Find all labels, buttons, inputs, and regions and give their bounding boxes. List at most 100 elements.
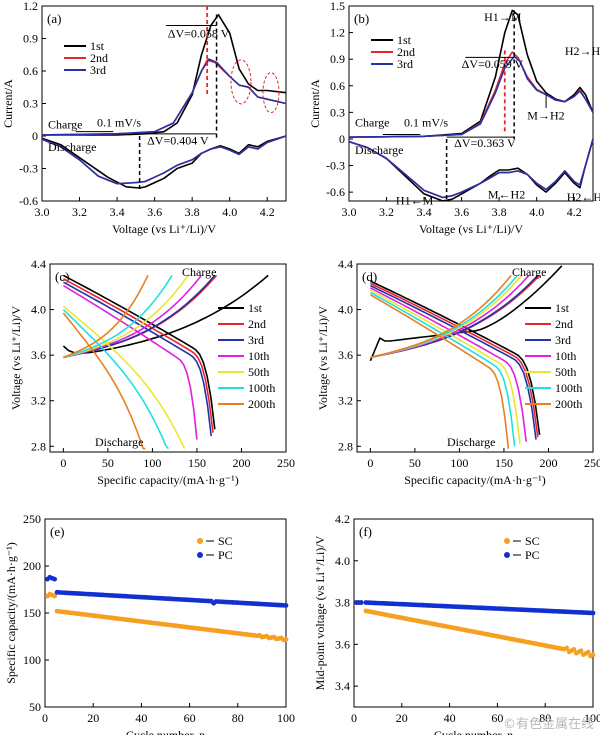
legend-marker-SC	[197, 538, 203, 544]
y-tick-label: 150	[23, 606, 41, 620]
y-tick-label: 2.8	[31, 439, 46, 453]
x-tick-label: 250	[584, 456, 600, 470]
y-tick-label: 1.2	[23, 0, 38, 13]
y-axis-label: Voltage (vs Li⁺/Li)/V	[9, 306, 23, 410]
legend-label: 10th	[248, 349, 269, 363]
plot-frame-c	[49, 263, 287, 453]
legend-label: 2nd	[555, 317, 573, 331]
x-axis-label: Voltage (vs Li⁺/Li)/V	[419, 222, 523, 236]
panel-label: (e)	[50, 524, 64, 539]
data-point-PC	[52, 576, 58, 582]
data-point-SC	[283, 636, 289, 642]
legend-marker-SC	[504, 538, 510, 544]
x-tick-label: 40	[444, 711, 456, 725]
cv-curve-1st	[348, 9, 594, 138]
legend-label: 3rd	[90, 63, 106, 77]
discharge-curve-1st	[370, 280, 541, 436]
y-tick-label: 4.2	[335, 512, 350, 526]
annotation-h1-m-reverse: H1←M	[396, 194, 434, 208]
annotation-charge: Charge	[355, 116, 389, 130]
y-tick-label: 4.0	[335, 554, 350, 568]
x-tick-label: 0	[351, 711, 357, 725]
x-tick-label: 3.0	[342, 205, 357, 219]
legend-label: 200th	[248, 397, 275, 411]
data-point-SC	[585, 649, 591, 655]
x-tick-label: 0	[60, 456, 66, 470]
discharge-curve-3rd	[63, 281, 212, 437]
x-tick-label: 4.2	[260, 205, 275, 219]
y-tick-label: 2.8	[338, 439, 353, 453]
cv-curve-3rd-discharge	[41, 135, 287, 185]
legend-label: SC	[525, 534, 540, 548]
plot-frame-d	[356, 263, 594, 453]
annotation-charge: Charge	[182, 265, 216, 279]
legend-label: 1st	[90, 39, 105, 53]
y-axis-label: Voltage (vs Li⁺/Li)/V	[316, 306, 330, 410]
legend-label: 1st	[555, 301, 570, 315]
y-tick-label: 4.4	[338, 257, 353, 271]
x-tick-label: 100	[143, 456, 161, 470]
y-tick-label: -0.6	[326, 185, 345, 199]
y-tick-label: 1.5	[330, 0, 345, 13]
annotation-delta-v-charge: ΔV=0.058 V	[168, 26, 230, 40]
x-axis-label: Cycle number, n	[434, 728, 513, 735]
legend-label: 2nd	[397, 45, 415, 59]
annotation-scan-rate: 0.1 mV/s	[97, 115, 141, 129]
legend-label: 2nd	[248, 317, 266, 331]
annotation-m-h2-reverse: M←H2	[488, 187, 525, 201]
panel-label: (f)	[359, 524, 372, 539]
cv-curve-1st-discharge	[348, 138, 594, 202]
x-tick-label: 150	[495, 456, 513, 470]
x-tick-label: 4.2	[567, 205, 582, 219]
y-tick-label: 0.3	[23, 97, 38, 111]
y-axis-label: Current/A	[308, 79, 322, 128]
y-tick-label: 0.3	[330, 105, 345, 119]
x-tick-label: 4.0	[222, 205, 237, 219]
y-axis-label: Current/A	[1, 79, 15, 128]
annotation-h2-h3: H2→H3	[565, 44, 600, 58]
y-tick-label: 3.6	[31, 348, 46, 362]
x-tick-label: 4.0	[529, 205, 544, 219]
data-point-PC	[283, 603, 289, 608]
y-tick-label: -0.6	[19, 194, 38, 208]
x-tick-label: 80	[539, 711, 551, 725]
x-tick-label: 50	[102, 456, 114, 470]
x-tick-label: 3.4	[110, 205, 125, 219]
data-point-SC	[571, 647, 577, 652]
x-tick-label: 3.6	[147, 205, 162, 219]
x-tick-label: 3.4	[417, 205, 432, 219]
x-axis-label: Cycle number, n	[126, 728, 205, 735]
y-tick-label: 0.6	[330, 79, 345, 93]
y-tick-label: 0.9	[23, 32, 38, 46]
x-axis-label: Specific capacity/(mA·h·g⁻¹)	[97, 473, 239, 487]
discharge-curve-200th	[369, 294, 510, 449]
x-tick-label: 250	[277, 456, 295, 470]
x-tick-label: 20	[87, 711, 99, 725]
charge-curve-200th	[63, 275, 149, 359]
y-axis-label: Specific capacity/(mA·h·g⁻¹)	[4, 542, 18, 684]
x-tick-label: 100	[450, 456, 468, 470]
charge-curve-50th	[63, 274, 189, 359]
legend-label: 100th	[248, 381, 275, 395]
watermark-text: ©有色金属在线	[502, 717, 594, 732]
x-tick-label: 0	[367, 456, 373, 470]
legend-label: 200th	[555, 397, 582, 411]
discharge-curve-100th	[62, 309, 170, 450]
x-tick-label: 3.6	[454, 205, 469, 219]
y-tick-label: -0.3	[19, 162, 38, 176]
cv-curve-3rd	[41, 58, 287, 136]
x-tick-label: 3.2	[379, 205, 394, 219]
x-tick-label: 3.2	[72, 205, 87, 219]
x-tick-label: 3.0	[35, 205, 50, 219]
highlight-ellipse	[262, 72, 280, 114]
annotation-discharge: Discharge	[355, 143, 403, 157]
annotation-discharge: Discharge	[48, 140, 96, 154]
discharge-curve-200th	[62, 312, 146, 450]
legend-label: 3rd	[248, 333, 264, 347]
y-tick-label: 100	[23, 653, 41, 667]
legend-label: 3rd	[555, 333, 571, 347]
discharge-curve-10th	[370, 287, 527, 442]
legend-label: SC	[218, 534, 233, 548]
annotation-delta-v-discharge: ΔV=0.404 V	[147, 134, 209, 148]
x-axis-label: Voltage (vs Li⁺/Li)/V	[112, 222, 216, 236]
